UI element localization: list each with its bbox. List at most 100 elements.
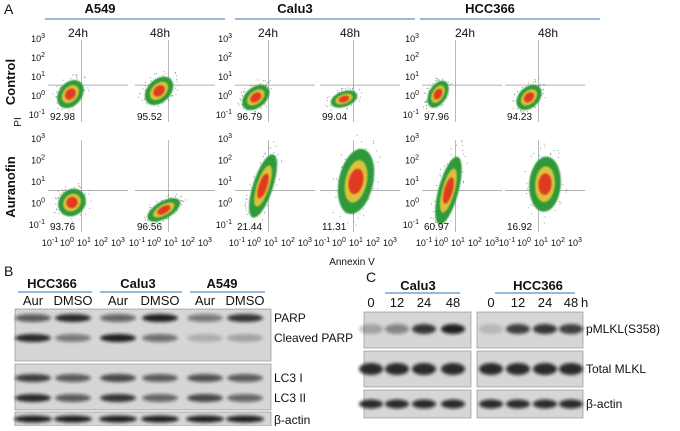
panel-label: A [4,1,14,17]
scatter-dot [239,98,241,100]
scatter-dot [270,88,272,90]
tick-exponent: 1 [174,237,178,244]
blot-band [100,314,136,322]
scatter-dot [77,183,79,185]
scatter-dot [559,200,561,202]
tick-exponent: 1 [41,176,45,183]
scatter-dot [360,141,362,143]
tick-exponent: 2 [561,237,565,244]
axis-tick-label: 100 [405,198,419,209]
scatter-dot [538,78,540,80]
scatter-dot [71,218,73,220]
density-core [523,92,535,103]
tick-exponent: 1 [274,237,278,244]
scatter-dot [430,203,432,205]
scatter-dot [264,153,266,155]
blot-band [385,324,409,334]
scatter-dot [183,200,185,202]
scatter-dot [425,93,427,95]
time-unit: h [581,295,588,310]
scatter-dot [57,108,59,110]
scatter-dot [275,145,277,147]
scatter-dot [520,110,522,112]
tick-base: 10 [366,238,376,248]
axis-tick-label: 10-1 [216,219,232,230]
tick-base: 10 [332,238,342,248]
blot-band [359,399,383,409]
scatter-dot [352,87,354,89]
scatter-dot [88,90,90,92]
time-label: 24 [538,295,552,310]
time-label: 0 [367,295,374,310]
scatter-dot [516,91,518,93]
scatter-dot [461,140,463,142]
scatter-dot [55,198,57,200]
cell-line-header: Calu3 [120,276,155,291]
scatter-dot [254,111,256,113]
blot-membrane [14,363,272,411]
axis-tick-label: 100 [31,198,45,209]
tick-base: 10 [405,177,415,187]
scatter-dot [265,152,267,154]
percentage-label: 60.97 [424,222,449,233]
scatter-dot [281,161,283,163]
scatter-dot [180,199,182,201]
percentage-label: 96.79 [237,112,262,123]
axis-tick-label: 102 [218,52,232,63]
scatter-dot [87,87,89,89]
axis-tick-label: 103 [198,237,212,248]
scatter-dot [145,103,147,105]
scatter-dot [432,82,434,84]
scatter-dot [335,196,337,198]
tick-base: 10 [405,134,415,144]
axis-tick-label: 101 [264,237,278,248]
axis-tick-label: 103 [485,237,499,248]
scatter-dot [553,149,555,151]
scatter-dot [424,101,426,103]
tick-base: 10 [31,53,41,63]
tick-base: 10 [281,238,291,248]
scatter-dot [359,96,361,98]
time-label: 12 [390,295,404,310]
lane-label: Aur [195,293,216,308]
tick-base: 10 [31,91,41,101]
scatter-dot [175,87,177,89]
axis-tick-label: 10-1 [29,219,45,230]
scatter-dot [439,168,441,170]
scatter-dot [439,175,441,177]
scatter-dot [352,88,354,90]
axis-tick-label: 100 [218,198,232,209]
scatter-dot [176,81,178,83]
blot-band [187,394,223,402]
scatter-dot [163,220,165,222]
scatter-dot [61,108,63,110]
axis-tick-label: 10-1 [42,237,58,248]
density-core [257,173,269,199]
scatter-dot [56,96,58,98]
tick-base: 10 [218,134,228,144]
tick-exponent: -1 [426,237,432,244]
blot-band [187,374,223,382]
scatter-dot [275,155,277,157]
scatter-dot [517,112,519,114]
scatter-dot [84,76,86,78]
tick-exponent: 2 [41,155,45,162]
tick-base: 10 [247,238,257,248]
scatter-dot [512,107,514,109]
scatter-dot [520,111,522,113]
tick-exponent: 2 [228,52,232,59]
blot-band [559,399,583,409]
cell-line-header: Calu3 [277,1,312,16]
scatter-dot [178,84,180,86]
scatter-dot [422,106,424,108]
scatter-dot [441,78,443,80]
scatter-dot [56,102,58,104]
scatter-dot [263,212,265,214]
time-label: 0 [487,295,494,310]
scatter-dot [76,78,78,80]
scatter-dot [249,85,251,87]
percentage-label: 92.98 [50,112,75,123]
scatter-dot [244,205,246,207]
